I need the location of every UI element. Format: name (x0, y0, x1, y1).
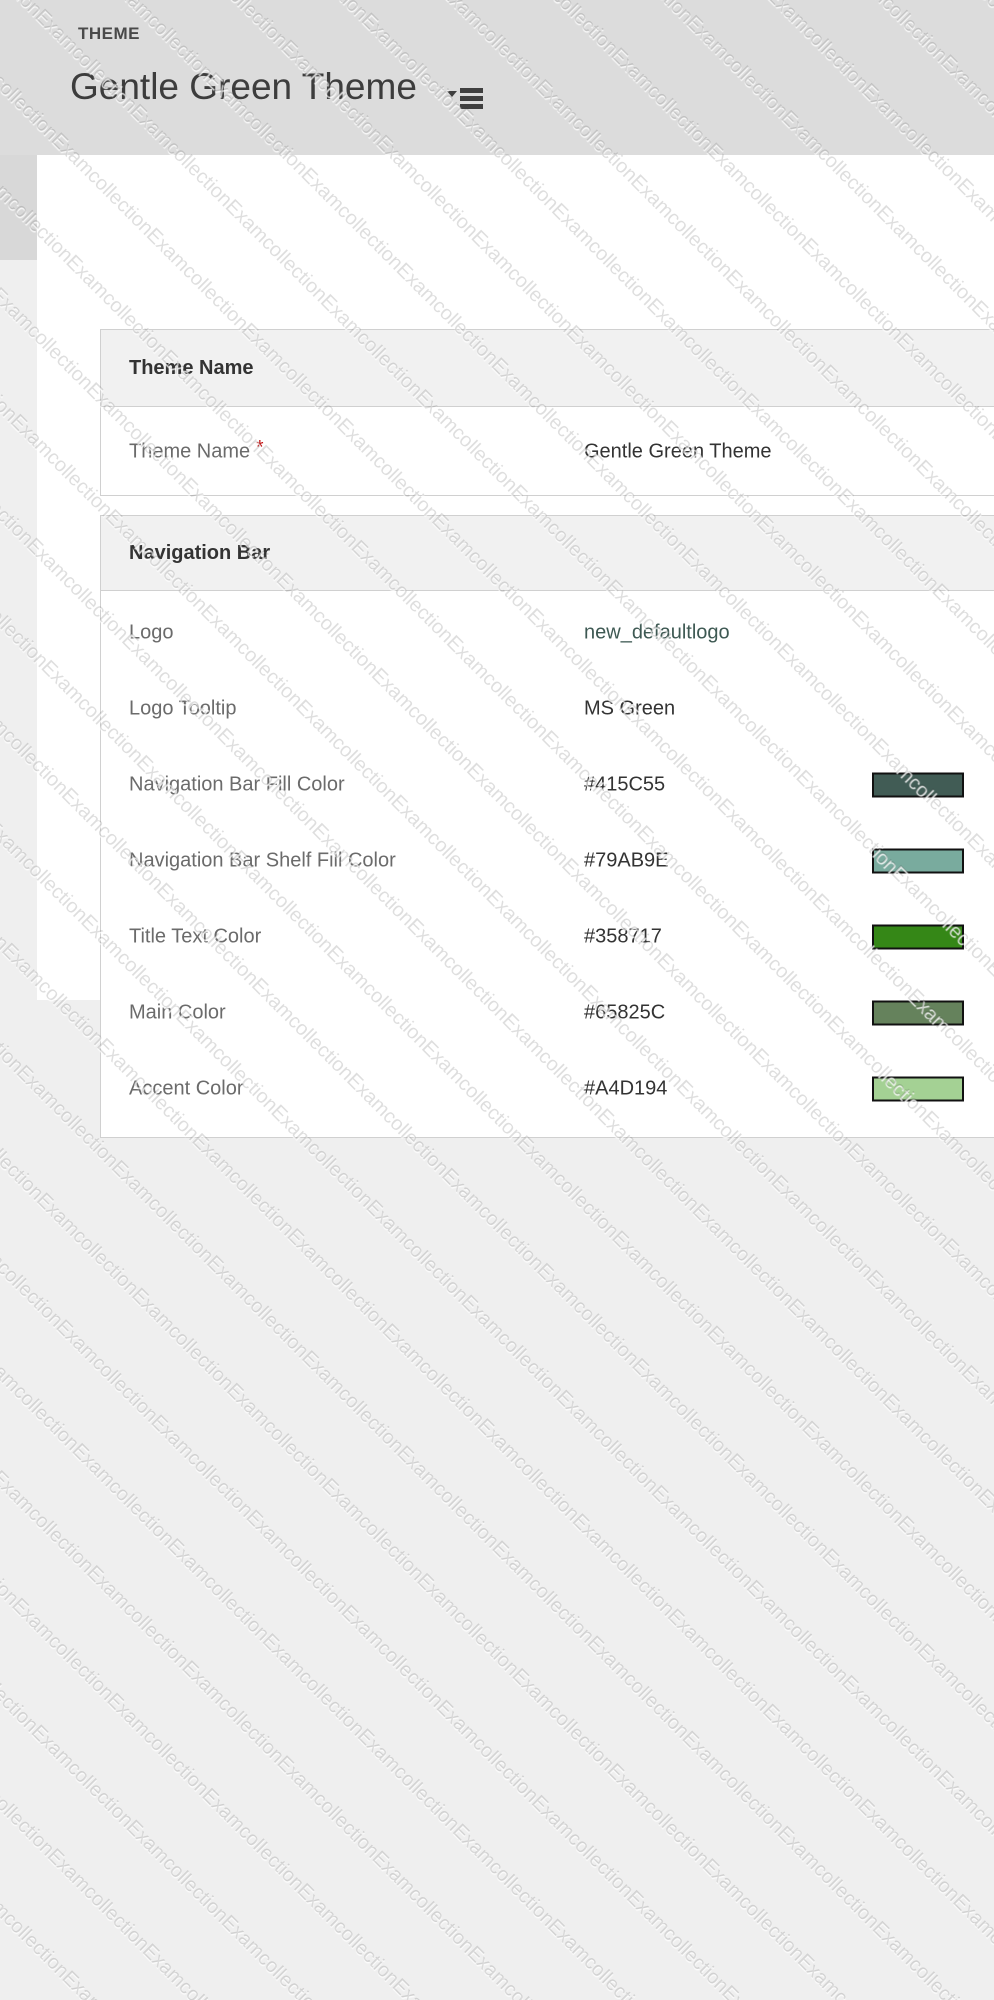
logo-link[interactable]: new_defaultlogo (584, 621, 730, 644)
main-color-swatch (872, 1000, 964, 1026)
navbar-shelf-fill-color-swatch (872, 848, 964, 874)
navbar-fill-color-value[interactable]: #415C55 (584, 773, 666, 796)
main-color-value[interactable]: #65825C (584, 1001, 666, 1024)
required-asterisk: * (256, 437, 264, 459)
title-text-color-label: Title Text Color (129, 925, 262, 948)
field-row-navbar-fill-color: Navigation Bar Fill Color #415C55 (101, 747, 994, 823)
section-navigation-bar: Navigation Bar Logo new_defaultlogo Logo… (100, 515, 994, 1138)
record-set-navigation-icon[interactable] (447, 86, 483, 112)
navbar-shelf-fill-color-value[interactable]: #79AB9E (584, 849, 669, 872)
field-row-accent-color: Accent Color #A4D194 (101, 1051, 994, 1127)
logo-tooltip-label: Logo Tooltip (129, 697, 237, 720)
navbar-shelf-fill-color-label: Navigation Bar Shelf Fill Color (129, 849, 396, 872)
field-row-theme-name: Theme Name * Gentle Green Theme (101, 407, 994, 497)
title-text-color-swatch (872, 924, 964, 950)
left-gutter-shade (0, 155, 37, 260)
page-title: Gentle Green Theme (70, 66, 417, 107)
accent-color-swatch (872, 1076, 964, 1102)
section-title-navigation-bar: Navigation Bar (101, 516, 994, 591)
main-color-label: Main Color (129, 1001, 226, 1024)
accent-color-label: Accent Color (129, 1077, 244, 1100)
theme-name-value[interactable]: Gentle Green Theme (584, 440, 772, 463)
section-title-theme-name: Theme Name (101, 330, 994, 407)
form-panel: Theme Name Theme Name * Gentle Green Them… (37, 155, 994, 1138)
accent-color-value[interactable]: #A4D194 (584, 1077, 668, 1100)
navbar-fill-color-swatch (872, 772, 964, 798)
navbar-fill-color-label: Navigation Bar Fill Color (129, 773, 345, 796)
form-header: THEME Gentle Green Theme (0, 0, 994, 155)
field-row-main-color: Main Color #65825C (101, 975, 994, 1051)
logo-label: Logo (129, 621, 174, 644)
title-text-color-value[interactable]: #358717 (584, 925, 662, 948)
field-row-logo: Logo new_defaultlogo (101, 595, 994, 671)
field-row-navbar-shelf-fill-color: Navigation Bar Shelf Fill Color #79AB9E (101, 823, 994, 899)
field-row-logo-tooltip: Logo Tooltip MS Green (101, 671, 994, 747)
theme-name-label: Theme Name * (129, 437, 264, 463)
section-theme-name: Theme Name Theme Name * Gentle Green Them… (100, 329, 994, 496)
entity-type-label: THEME (78, 24, 140, 43)
logo-tooltip-value[interactable]: MS Green (584, 697, 676, 720)
field-row-title-text-color: Title Text Color #358717 (101, 899, 994, 975)
